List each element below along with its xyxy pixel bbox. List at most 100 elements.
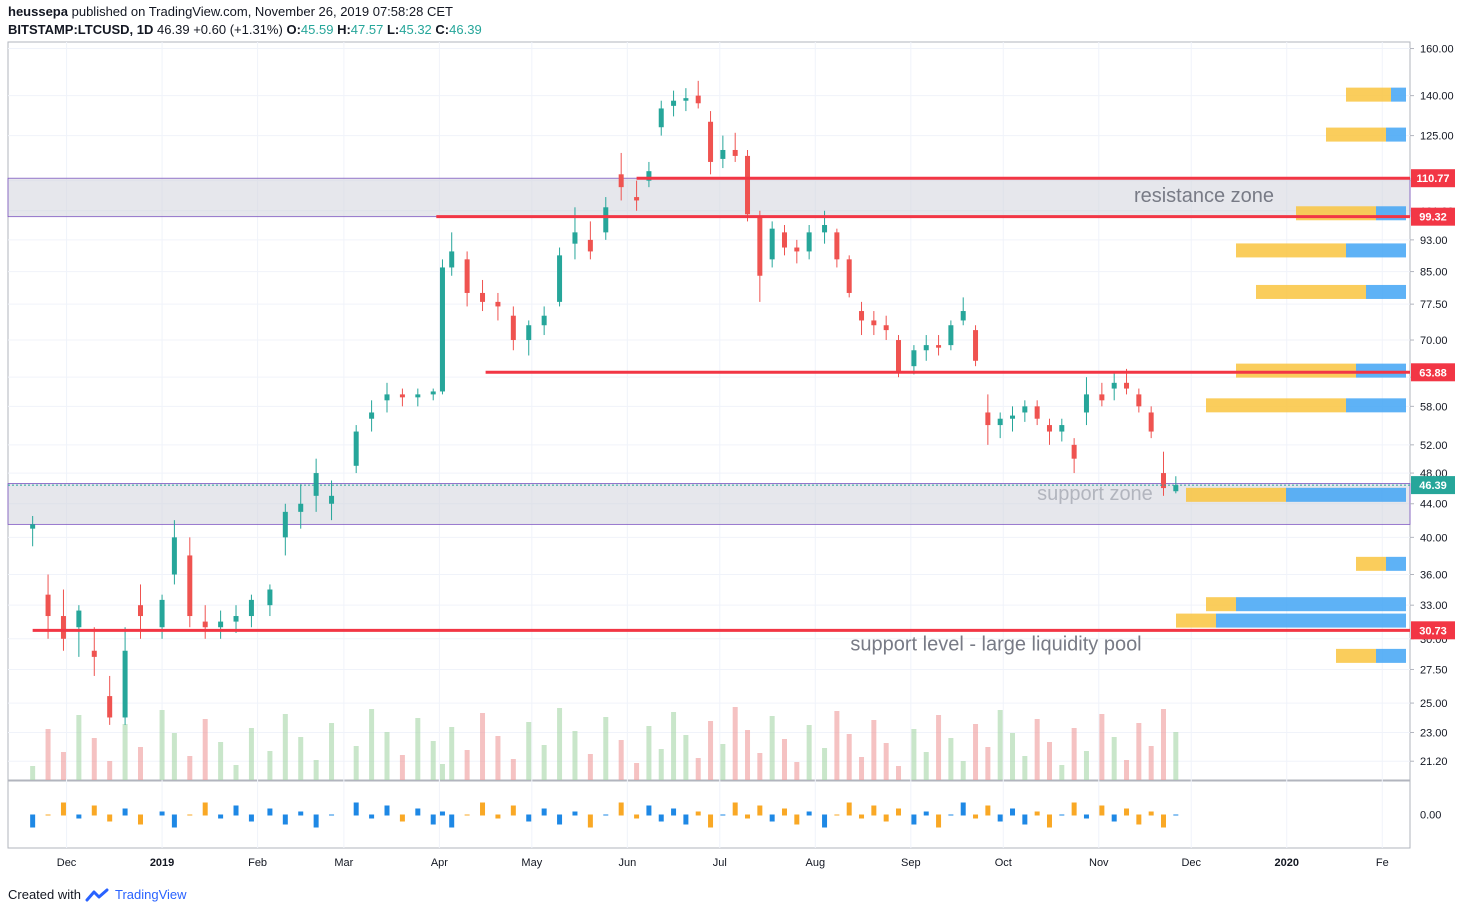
x-tick-label: Apr bbox=[431, 857, 448, 869]
y-tick-label: 40.00 bbox=[1420, 532, 1448, 544]
oscillator-bar bbox=[122, 808, 128, 816]
oscillator-bar bbox=[30, 814, 36, 828]
oscillator-bar bbox=[1160, 814, 1166, 828]
oscillator-bar bbox=[159, 811, 165, 816]
low-label: L: bbox=[386, 22, 400, 37]
publisher-name[interactable]: heussepa bbox=[8, 4, 68, 19]
tradingview-brand[interactable]: TradingView bbox=[114, 887, 187, 902]
y-tick-label: 58.00 bbox=[1420, 401, 1448, 413]
high-value: 47.57 bbox=[350, 22, 384, 37]
volume-profile-bar-up bbox=[1391, 87, 1406, 102]
oscillator-bar bbox=[495, 814, 501, 819]
candle-body bbox=[1034, 406, 1040, 419]
oscillator-bar bbox=[415, 808, 421, 816]
candle-body bbox=[973, 330, 979, 361]
oscillator-bar bbox=[202, 802, 208, 816]
oscillator-bar bbox=[526, 814, 532, 822]
candle-body bbox=[137, 605, 143, 617]
candle-body bbox=[794, 247, 800, 252]
candle-body bbox=[911, 350, 917, 367]
volume-bar bbox=[1136, 723, 1142, 780]
x-tick-label: May bbox=[521, 857, 542, 869]
oscillator-bar bbox=[587, 814, 593, 828]
price-label-box bbox=[1411, 169, 1455, 188]
oscillator-bar bbox=[187, 814, 193, 816]
volume-profile-bar-down bbox=[1346, 87, 1391, 102]
candle-body bbox=[541, 315, 547, 326]
x-tick-label: Sep bbox=[901, 857, 921, 869]
candle-body bbox=[985, 412, 991, 426]
volume-profile-bar-down bbox=[1206, 398, 1346, 413]
x-tick-label: Jul bbox=[713, 857, 727, 869]
volume-bar bbox=[603, 717, 609, 780]
x-tick-label: Aug bbox=[806, 857, 826, 869]
volume-bar bbox=[985, 747, 991, 780]
candle-body bbox=[822, 225, 828, 233]
oscillator-bar bbox=[883, 814, 889, 822]
candle-body bbox=[745, 155, 751, 215]
candle-body bbox=[1136, 394, 1142, 407]
oscillator-bar bbox=[646, 805, 652, 816]
candle-body bbox=[1160, 473, 1166, 489]
volume-bar bbox=[634, 763, 640, 780]
volume-bar bbox=[248, 728, 254, 780]
candle-body bbox=[671, 100, 677, 106]
volume-bar bbox=[1124, 760, 1130, 780]
candle-body bbox=[384, 394, 390, 401]
price-label: 30.73 bbox=[1419, 625, 1447, 637]
candle-body bbox=[248, 599, 254, 617]
volume-profile-bar-down bbox=[1256, 284, 1366, 299]
volume-bar bbox=[781, 739, 787, 780]
volume-bar bbox=[122, 724, 128, 780]
oscillator-bar bbox=[846, 802, 852, 816]
y-tick-label: 52.00 bbox=[1420, 440, 1448, 452]
oscillator-bar bbox=[45, 814, 51, 816]
oscillator-bar bbox=[948, 814, 954, 816]
candle-body bbox=[1148, 412, 1154, 432]
candle-body bbox=[846, 259, 852, 293]
oscillator-bar bbox=[480, 802, 486, 816]
volume-bar bbox=[572, 731, 578, 780]
volume-bar bbox=[369, 709, 375, 780]
candle-body bbox=[1010, 415, 1016, 419]
candle-body bbox=[1083, 394, 1089, 413]
close-label: C: bbox=[435, 22, 450, 37]
oscillator-bar bbox=[1099, 805, 1105, 816]
volume-bar bbox=[671, 712, 677, 780]
oscillator-bar bbox=[384, 805, 390, 816]
volume-bar bbox=[510, 759, 516, 780]
candle-body bbox=[834, 232, 840, 260]
candle-body bbox=[923, 345, 929, 351]
volume-bar bbox=[329, 723, 335, 780]
oscillator-bar bbox=[1111, 814, 1117, 822]
candle-body bbox=[30, 524, 36, 529]
candle-body bbox=[859, 311, 865, 321]
candle-body bbox=[267, 589, 273, 606]
oscillator-bar bbox=[572, 811, 578, 816]
oscillator-bar bbox=[769, 814, 775, 822]
candle-body bbox=[732, 149, 738, 156]
volume-bar bbox=[480, 713, 486, 780]
oscillator-bar bbox=[923, 811, 929, 816]
support-zone-label: support zone bbox=[1037, 483, 1153, 505]
oscillator-bar bbox=[806, 811, 812, 816]
oscillator-bar bbox=[282, 814, 288, 825]
volume-profile-bar-down bbox=[1186, 487, 1286, 502]
candle-body bbox=[683, 98, 689, 101]
oscillator-bar bbox=[822, 814, 828, 828]
volume-bar bbox=[218, 742, 224, 780]
volume-bar bbox=[107, 761, 113, 780]
volume-bar bbox=[282, 714, 288, 780]
x-tick-label: Nov bbox=[1089, 857, 1109, 869]
candle-body bbox=[159, 599, 165, 628]
symbol-label[interactable]: BITSTAMP:LTCUSD, 1D bbox=[8, 22, 154, 37]
oscillator-bar bbox=[171, 814, 177, 828]
y-tick-label: 44.00 bbox=[1420, 499, 1448, 511]
candle-body bbox=[329, 495, 335, 504]
x-tick-label: Dec bbox=[1181, 857, 1201, 869]
volume-bar bbox=[464, 750, 470, 780]
volume-bar bbox=[1099, 714, 1105, 780]
candle-body bbox=[91, 650, 97, 657]
oscillator-bar bbox=[313, 814, 319, 828]
